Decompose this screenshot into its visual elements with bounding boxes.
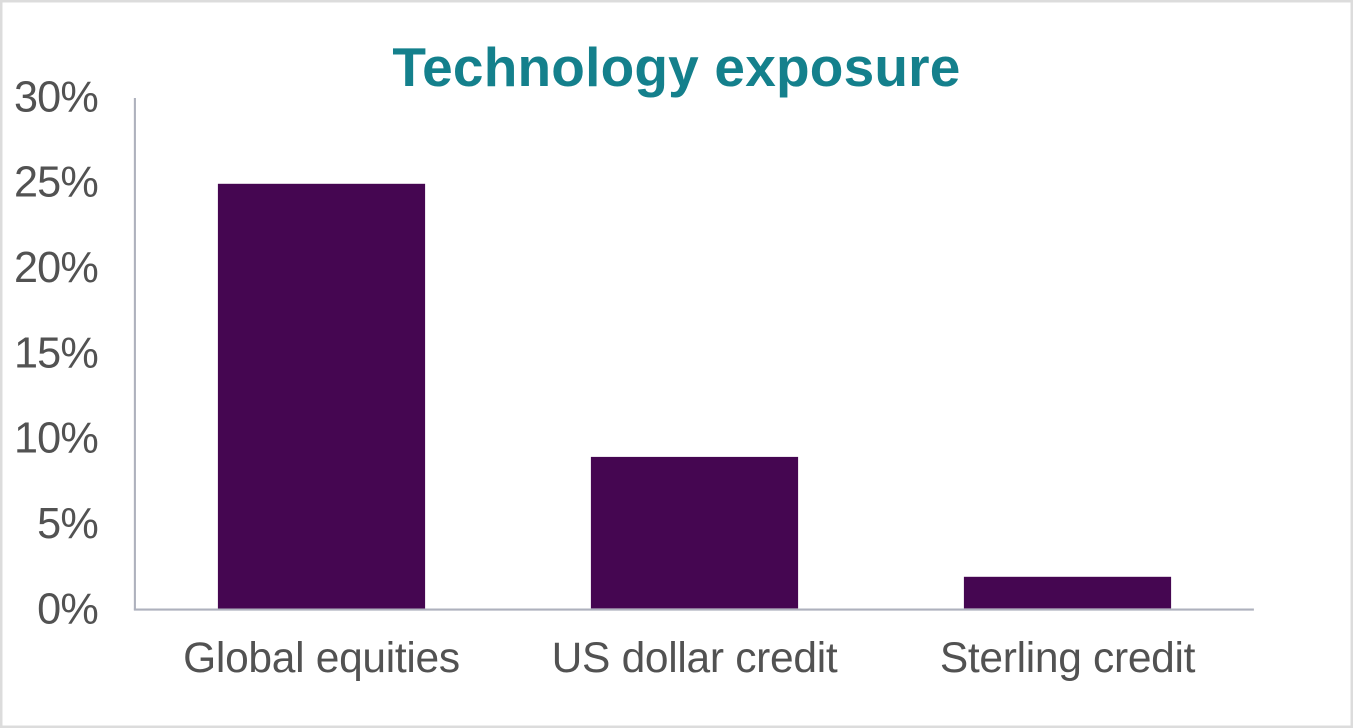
svg-text:Global equities: Global equities	[183, 635, 460, 682]
svg-text:0%: 0%	[37, 585, 98, 633]
svg-text:US dollar credit: US dollar credit	[552, 635, 838, 682]
svg-text:25%: 25%	[14, 159, 98, 207]
svg-text:15%: 15%	[14, 329, 98, 377]
svg-text:Technology exposure: Technology exposure	[392, 36, 960, 98]
svg-text:Sterling credit: Sterling credit	[940, 635, 1196, 682]
svg-text:10%: 10%	[14, 415, 98, 463]
svg-text:30%: 30%	[14, 73, 98, 121]
svg-text:5%: 5%	[37, 500, 98, 548]
svg-text:20%: 20%	[14, 244, 98, 292]
